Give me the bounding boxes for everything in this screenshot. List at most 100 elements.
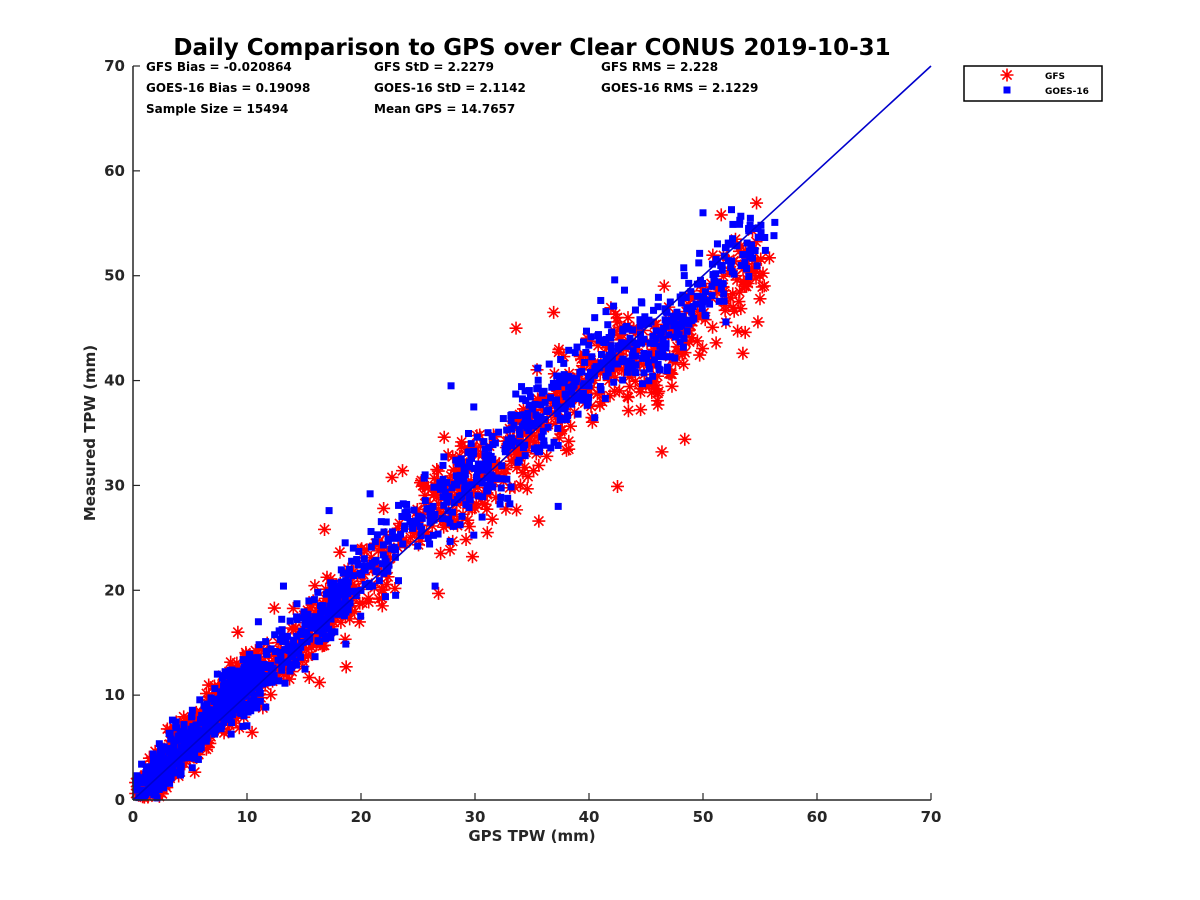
gfs-point <box>264 688 278 702</box>
goes16-point <box>436 483 444 491</box>
goes16-point <box>693 280 701 288</box>
goes16-point <box>212 726 220 734</box>
goes16-point <box>342 640 350 648</box>
goes16-point <box>720 297 728 305</box>
goes16-point <box>303 610 311 618</box>
stat-text: GOES-16 Bias = 0.19098 <box>146 81 310 95</box>
gfs-point <box>352 615 366 629</box>
gfs-point <box>670 340 684 354</box>
goes16-point <box>719 280 727 288</box>
goes16-point <box>256 697 264 705</box>
gfs-point <box>308 606 322 620</box>
gfs-point <box>334 615 348 629</box>
goes16-point <box>480 438 488 446</box>
goes16-point <box>344 590 352 598</box>
goes16-point <box>228 682 236 690</box>
goes16-point <box>454 477 462 485</box>
gfs-point <box>320 570 334 584</box>
gfs-point <box>459 533 473 547</box>
goes16-point <box>770 232 778 240</box>
goes16-point <box>685 279 693 287</box>
goes16-point <box>671 354 679 362</box>
gfs-point <box>751 315 765 329</box>
gfs-point <box>356 596 370 610</box>
gfs-point <box>691 309 705 323</box>
gfs-point <box>634 382 648 396</box>
goes16-point <box>456 471 464 479</box>
goes16-point <box>345 565 353 573</box>
y-tick-label: 60 <box>104 162 125 180</box>
goes16-point <box>552 396 560 404</box>
goes16-point <box>644 358 652 366</box>
goes16-point <box>534 364 542 372</box>
goes16-point <box>470 403 478 411</box>
goes16-point <box>149 760 157 768</box>
y-tick-label: 40 <box>104 372 125 390</box>
goes16-point <box>466 481 474 489</box>
gfs-point <box>744 263 758 277</box>
gfs-point <box>621 404 635 418</box>
gfs-point <box>512 450 526 464</box>
goes16-point <box>168 752 176 760</box>
gfs-point <box>521 470 535 484</box>
gfs-point <box>324 572 338 586</box>
goes16-point <box>280 633 288 641</box>
goes16-point <box>322 632 330 640</box>
goes16-point <box>144 766 152 774</box>
goes16-point <box>349 544 357 552</box>
goes16-point <box>333 585 341 593</box>
goes16-point <box>498 475 506 483</box>
goes16-point <box>646 339 654 347</box>
gfs-point <box>698 313 712 327</box>
goes16-point <box>399 540 407 548</box>
goes16-point <box>320 623 328 631</box>
goes16-point <box>669 312 677 320</box>
goes16-point <box>234 684 242 692</box>
goes16-point <box>539 427 547 435</box>
goes16-point <box>675 331 683 339</box>
gfs-point <box>733 285 747 299</box>
goes16-point <box>715 279 723 287</box>
goes16-point <box>483 474 491 482</box>
goes16-point <box>199 737 207 745</box>
gfs-point <box>731 324 745 338</box>
goes16-point <box>484 429 492 437</box>
goes16-point <box>603 355 611 363</box>
goes16-point <box>380 569 388 577</box>
gfs-point <box>548 416 562 430</box>
goes16-point <box>639 380 647 388</box>
goes16-point <box>239 722 247 730</box>
goes16-point <box>629 326 637 334</box>
x-tick-label: 70 <box>921 808 942 826</box>
goes16-point <box>221 668 229 676</box>
goes16-point <box>588 353 596 361</box>
goes16-point <box>256 665 264 673</box>
gfs-point <box>232 721 246 735</box>
gfs-point <box>432 586 446 600</box>
goes16-point <box>212 711 220 719</box>
goes16-point <box>355 547 363 555</box>
goes16-point <box>286 617 294 625</box>
goes16-point <box>267 645 275 653</box>
goes16-point <box>278 666 286 674</box>
goes16-point <box>487 452 495 460</box>
goes16-point <box>465 495 473 503</box>
gfs-point <box>650 394 664 408</box>
goes16-point <box>508 411 516 419</box>
goes16-point <box>515 426 523 434</box>
goes16-point <box>587 333 595 341</box>
gfs-point <box>427 471 441 485</box>
goes16-point <box>231 689 239 697</box>
gfs-point <box>343 612 357 626</box>
goes16-point <box>488 472 496 480</box>
goes16-point <box>623 368 631 376</box>
gfs-point <box>679 336 693 350</box>
goes16-point <box>174 752 182 760</box>
goes16-point <box>251 673 259 681</box>
gfs-point <box>476 467 490 481</box>
goes16-point <box>239 668 247 676</box>
goes16-point <box>618 358 626 366</box>
gfs-point <box>750 254 764 268</box>
goes16-point <box>585 341 593 349</box>
goes16-point <box>701 288 709 296</box>
